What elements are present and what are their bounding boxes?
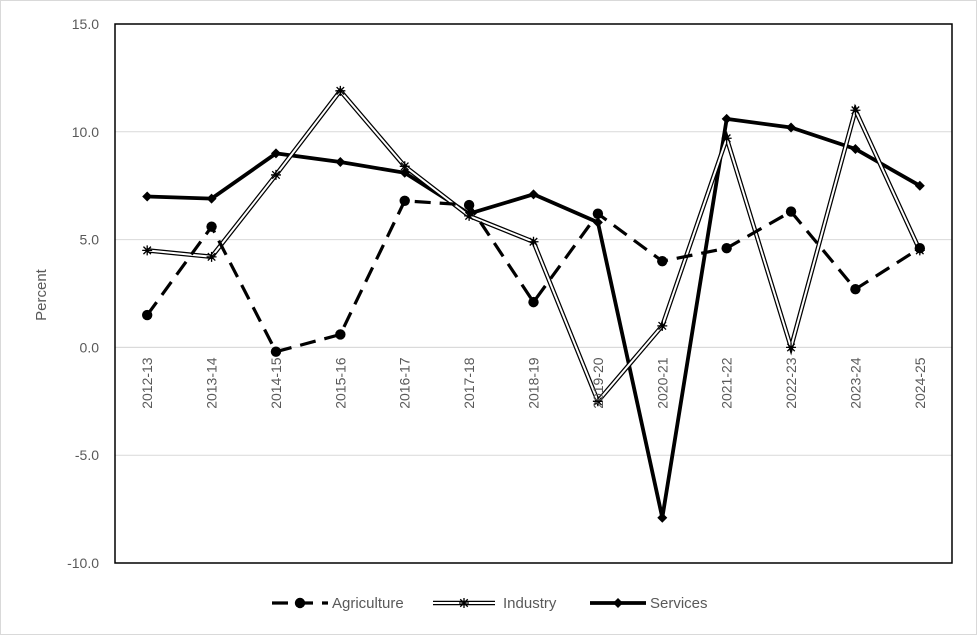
x-tick-label: 2021-22: [719, 357, 735, 409]
series-line: [145, 199, 921, 354]
data-point: [592, 217, 603, 228]
data-point: [142, 245, 153, 256]
data-point: [270, 169, 281, 180]
y-tick-labels: 15.0 10.0 5.0 0.0 -5.0 -10.0: [67, 16, 99, 571]
data-point: [850, 105, 861, 116]
y-tick-label: 5.0: [80, 232, 100, 248]
series-services: [142, 113, 925, 523]
data-point: [785, 206, 797, 217]
data-point: [657, 255, 668, 267]
x-tick-label: 2018-19: [526, 357, 542, 409]
data-point: [270, 346, 282, 357]
data-point: [463, 199, 475, 211]
x-tick-label: 2024-25: [912, 357, 928, 409]
data-point: [206, 251, 217, 262]
data-point: [657, 320, 668, 331]
data-point: [786, 342, 797, 353]
legend-marker: [294, 597, 306, 609]
x-tick-label: 2016-17: [397, 357, 413, 409]
series-industry: [142, 85, 925, 407]
legend-marker: [613, 598, 623, 608]
y-tick-label: 0.0: [80, 339, 100, 355]
y-tick-label: 10.0: [72, 124, 99, 140]
legend-item-services: Services: [590, 595, 708, 612]
data-point: [270, 148, 281, 159]
legend-label: Industry: [503, 595, 557, 612]
y-tick-label: -10.0: [67, 555, 99, 571]
data-point: [142, 191, 153, 202]
x-tick-label: 2017-18: [461, 357, 477, 409]
data-point: [721, 133, 732, 144]
x-tick-label: 2012-13: [139, 357, 155, 409]
data-point: [335, 329, 346, 340]
data-point: [528, 189, 539, 200]
gridlines: [115, 23, 952, 564]
data-point: [657, 512, 668, 523]
data-point: [721, 243, 732, 254]
legend-label: Services: [650, 595, 708, 612]
data-point: [335, 85, 346, 96]
series-lines: [141, 85, 926, 523]
x-tick-label: 2022-23: [783, 357, 799, 409]
data-point: [141, 309, 153, 321]
data-point: [399, 195, 410, 206]
data-point: [528, 296, 539, 308]
y-tick-label: -5.0: [75, 447, 99, 463]
y-axis-title: Percent: [33, 268, 50, 321]
plot-area-border: [114, 23, 953, 564]
series-agriculture: [141, 195, 926, 357]
x-tick-label: 2019-20: [590, 357, 606, 409]
x-tick-label: 2015-16: [332, 357, 348, 409]
data-point: [592, 396, 603, 407]
series-line: [147, 116, 921, 519]
y-tick-label: 15.0: [72, 16, 99, 32]
data-point: [914, 180, 925, 191]
data-point: [850, 283, 861, 295]
legend: Agriculture Industry Services: [272, 595, 708, 612]
legend-marker: [459, 598, 469, 608]
x-tick-label: 2023-24: [847, 357, 863, 409]
x-tick-label: 2020-21: [654, 357, 670, 409]
data-point: [592, 208, 604, 219]
data-point: [850, 144, 861, 155]
data-point: [206, 221, 217, 232]
x-tick-labels: 2012-13 2013-14 2014-15 2015-16 2016-17 2017-…: [139, 357, 928, 409]
data-point: [399, 161, 410, 172]
data-point: [464, 210, 475, 221]
data-point: [528, 236, 539, 247]
data-point: [914, 243, 926, 254]
data-point: [786, 122, 797, 133]
legend-label: Agriculture: [332, 595, 404, 612]
data-point: [721, 113, 732, 124]
x-tick-label: 2013-14: [204, 357, 220, 409]
legend-item-industry: Industry: [433, 595, 557, 612]
data-point: [335, 156, 346, 167]
legend-item-agriculture: Agriculture: [272, 595, 404, 612]
x-tick-label: 2014-15: [268, 357, 284, 409]
data-point: [206, 193, 217, 204]
